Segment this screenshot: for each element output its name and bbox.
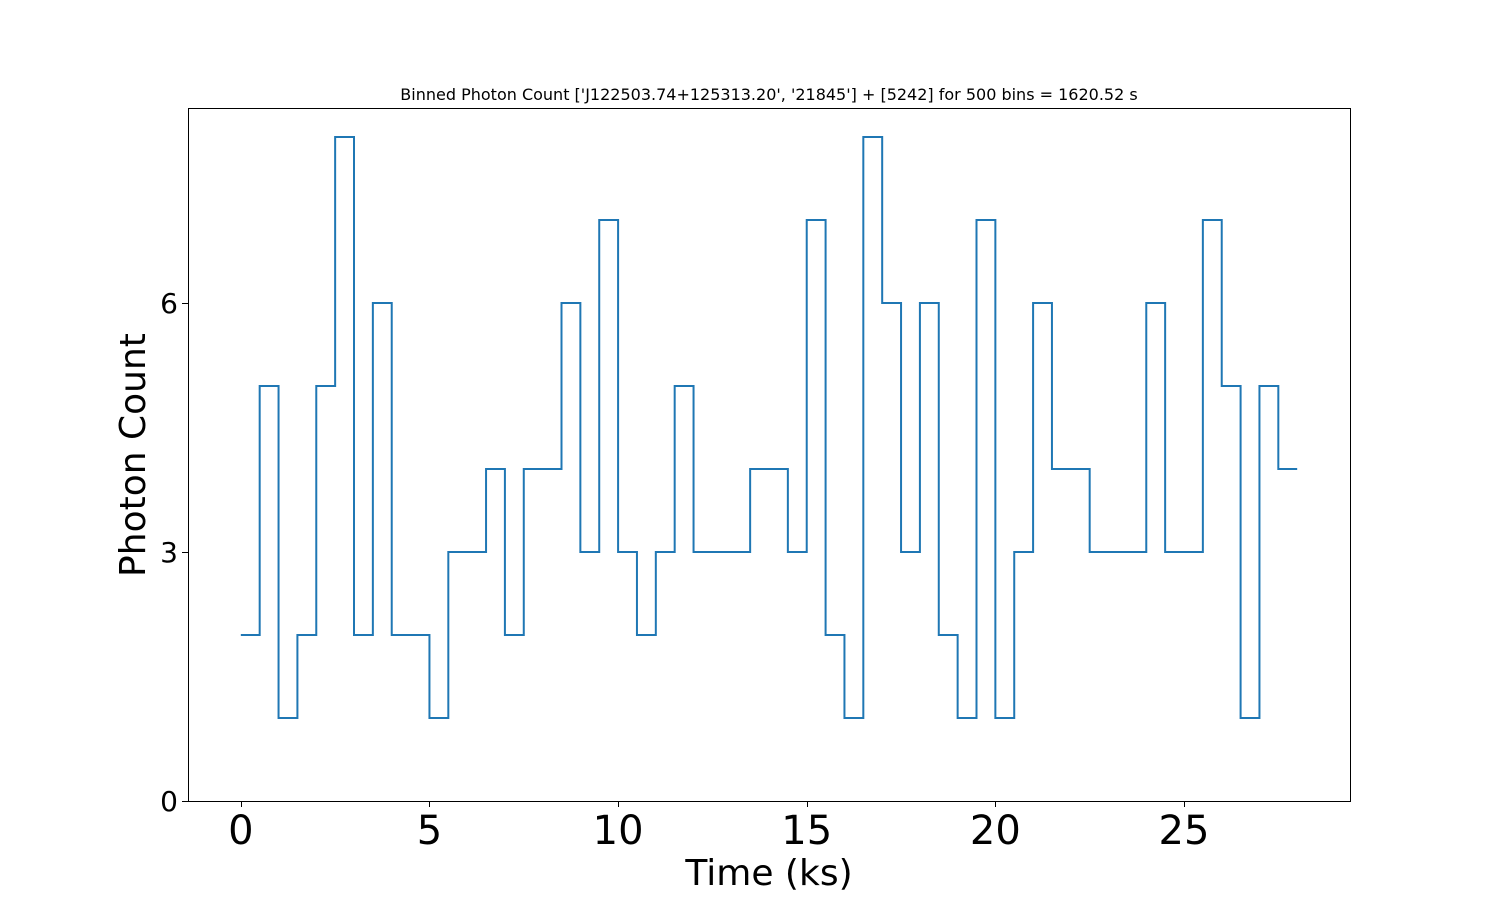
y-tick-label: 6 [160, 287, 178, 320]
series-step-line-0 [240, 136, 1298, 720]
plot-area-frame [188, 108, 1351, 802]
y-tick-label: 3 [160, 536, 178, 569]
y-tick-label: 0 [160, 785, 178, 818]
x-tick-label: 25 [1159, 808, 1210, 854]
x-tick-label: 15 [781, 808, 832, 854]
x-tick-label: 20 [970, 808, 1021, 854]
x-tick-label: 5 [417, 808, 442, 854]
x-tick-label: 0 [228, 808, 253, 854]
plot-marks [240, 136, 1298, 720]
y-axis-label: Photon Count [113, 333, 154, 577]
chart-title: Binned Photon Count ['J122503.74+125313.… [400, 85, 1137, 104]
axes: 0 5 10 15 20 25 0 3 6 [160, 287, 1209, 854]
x-axis-label: Time (ks) [684, 853, 852, 894]
x-tick-label: 10 [593, 808, 644, 854]
